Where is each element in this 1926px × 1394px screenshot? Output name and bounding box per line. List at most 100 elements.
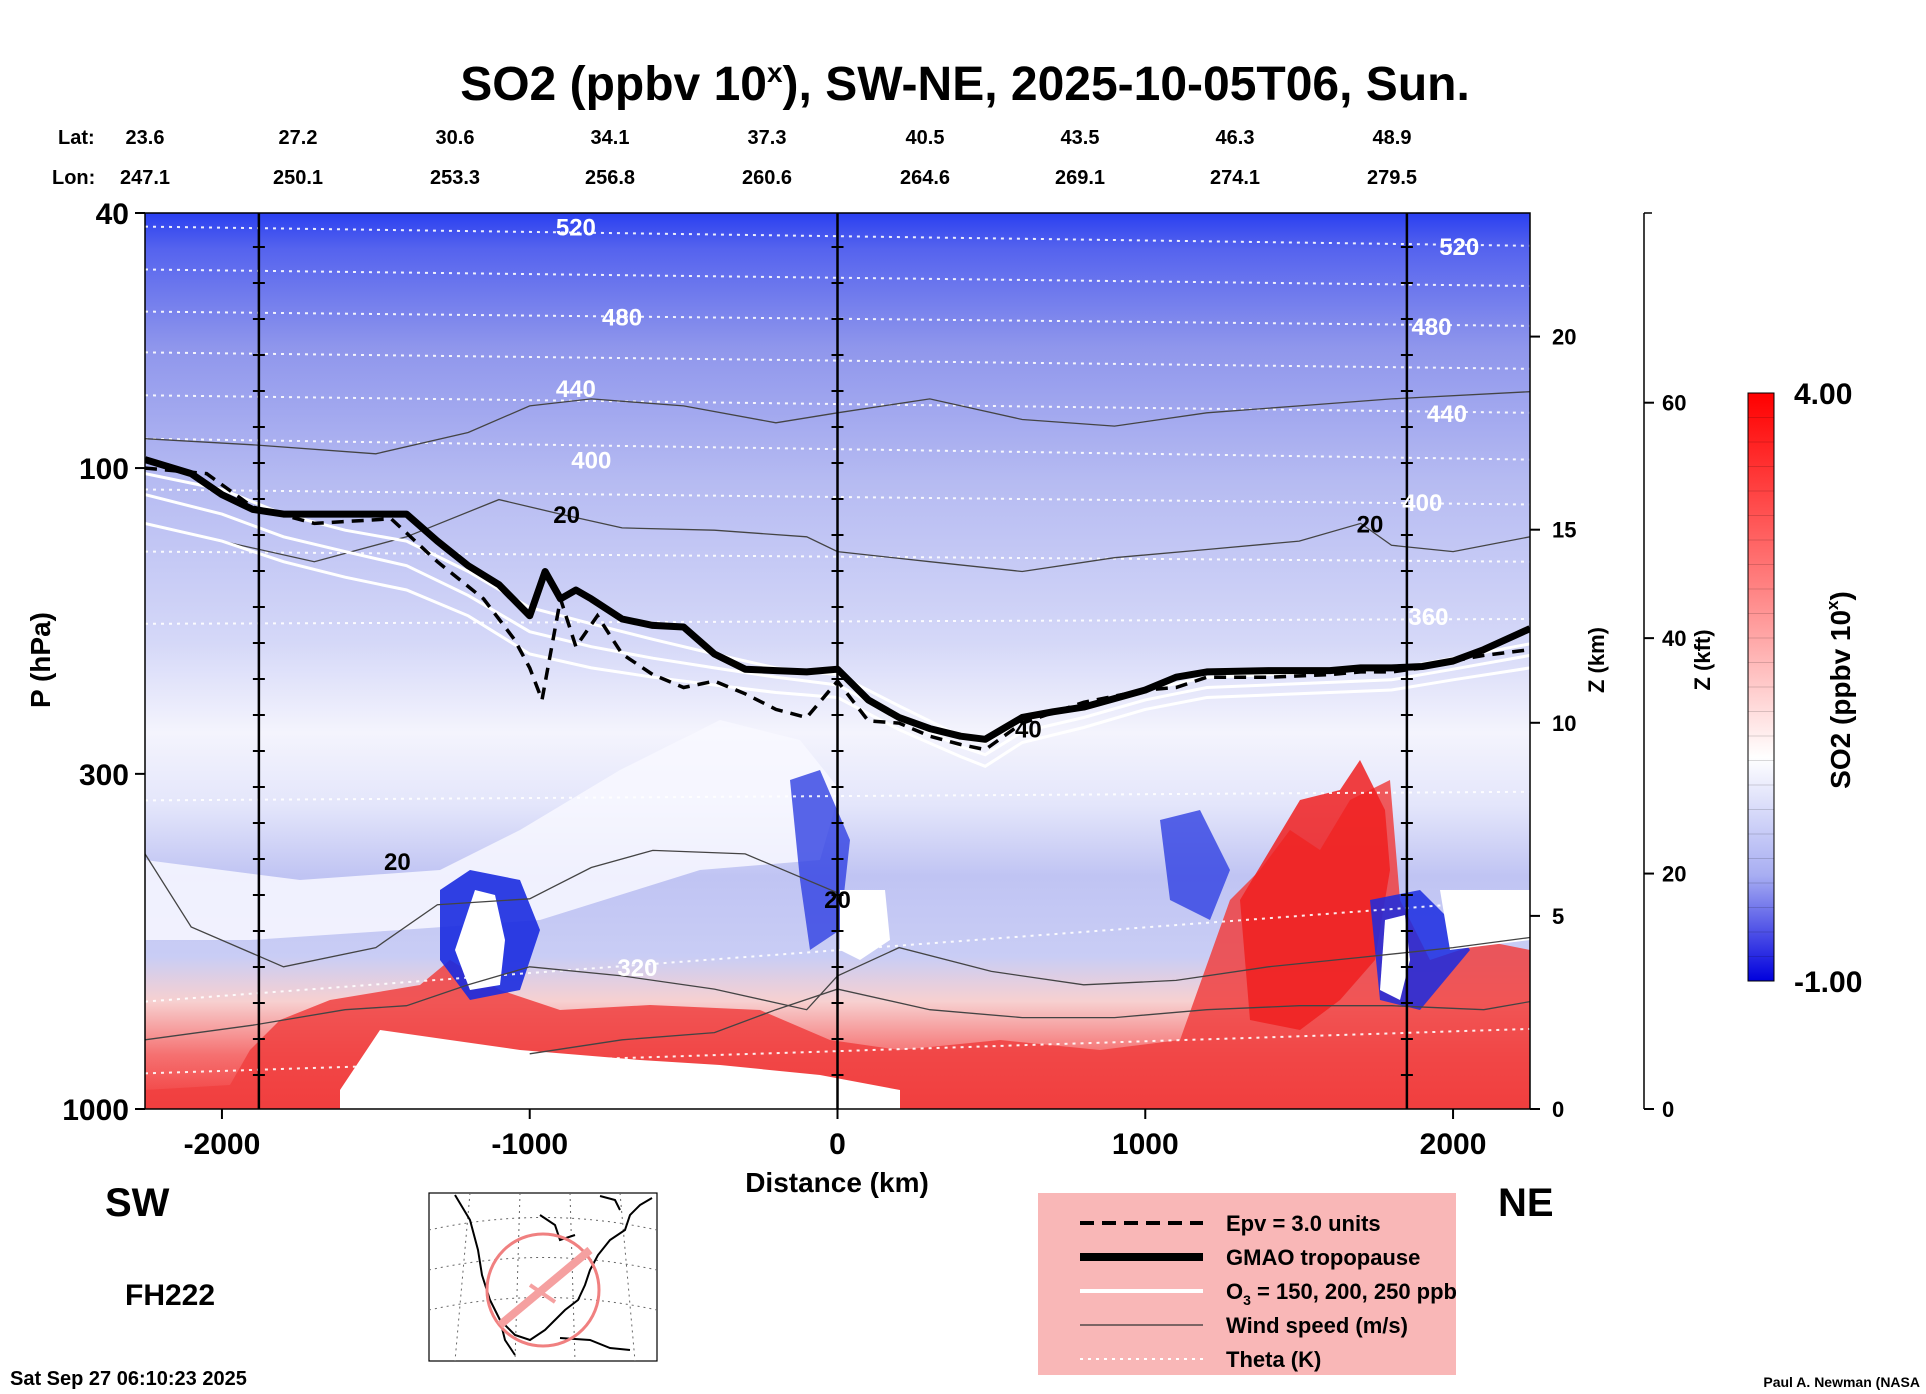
lat-value: 48.9: [1373, 127, 1412, 149]
x-tick-label: 2000: [1420, 1128, 1487, 1161]
z-km-tick-label: 5: [1552, 904, 1564, 929]
inset-map-domain-circle: [485, 1232, 601, 1348]
colorbar-max-label: 4.00: [1794, 378, 1852, 411]
inset-map-transect-line: [497, 1246, 593, 1329]
z-kft-axis-label: Z (kft): [1690, 629, 1715, 690]
lat-value: 37.3: [748, 127, 787, 149]
inset-map-transect-cross: [528, 1283, 557, 1304]
distance-axis: -2000 -1000 0 1000 2000: [184, 1109, 1487, 1161]
so2-white-patch-4: [1380, 915, 1410, 1000]
theta-label: 320: [617, 955, 657, 982]
location-inset-map: [428, 1192, 658, 1362]
lat-value: 34.1: [591, 127, 630, 149]
y-tick-label: 300: [79, 759, 129, 792]
ozone-line: [145, 521, 1530, 768]
wind-speed-contours: [145, 391, 1530, 1055]
legend-label-text: Epv = 3.0 units: [1226, 1211, 1381, 1236]
wind-speed-line: [145, 849, 838, 968]
wind-speed-line: [529, 988, 1530, 1055]
chart-title-suffix: ), SW-NE, 2025-10-05T06, Sun.: [783, 58, 1470, 111]
y-tick-label: 100: [79, 453, 129, 486]
theta-label: 400: [571, 448, 611, 475]
legend-label: GMAO tropopause: [1226, 1245, 1420, 1270]
wind-label: 40: [1015, 717, 1042, 744]
lon-value: 274.1: [1210, 167, 1260, 189]
x-axis-label: Distance (km): [745, 1167, 929, 1198]
z-kft-axis: 0 20 40 60: [1643, 212, 1686, 1122]
ne-end-label: NE: [1498, 1181, 1554, 1225]
forecast-hour: FH222: [125, 1279, 215, 1312]
sw-end-label: SW: [105, 1181, 170, 1225]
z-km-axis: 0 5 10 15 20: [1530, 325, 1576, 1122]
theta-label: 480: [602, 304, 642, 331]
theta-line: [145, 394, 1530, 414]
lon-value: 253.3: [430, 167, 480, 189]
z-kft-tick-label: 20: [1662, 862, 1686, 887]
legend-label: Wind speed (m/s): [1226, 1313, 1408, 1338]
wind-label: 20: [1357, 511, 1384, 538]
colorbar-ticks: [1748, 392, 1774, 982]
theta-label: 440: [1427, 401, 1467, 428]
so2-white-patch-3: [1440, 890, 1530, 950]
inset-map-coastline: [454, 1194, 653, 1356]
theta-label: 520: [1439, 234, 1479, 261]
theta-line: [145, 618, 1530, 625]
wind-label: 20: [824, 887, 851, 914]
lon-value: 247.1: [120, 167, 170, 189]
wind-label: 20: [384, 849, 411, 876]
legend-label: Epv = 3.0 units: [1226, 1211, 1381, 1236]
theta-contour-labels: 520 480 440 400 320 520 480 440 400 360: [556, 215, 1479, 982]
theta-contours: [145, 225, 1530, 1075]
theta-line: [145, 351, 1530, 370]
lat-value: 40.5: [906, 127, 945, 149]
legend-label: O3 = 150, 200, 250 ppb: [1226, 1279, 1457, 1308]
legend-label-text: Theta (K): [1226, 1347, 1321, 1372]
so2-white-patch-1: [455, 890, 505, 990]
theta-line: [145, 310, 1530, 327]
z-km-tick-label: 0: [1552, 1097, 1564, 1122]
so2-high-region-surface: [145, 780, 1530, 1109]
legend-items: Epv = 3.0 units GMAO tropopause O3 = 150, …: [1080, 1211, 1457, 1372]
legend: Epv = 3.0 units GMAO tropopause O3 = 150, …: [1038, 1193, 1457, 1375]
x-tick-label: 0: [829, 1128, 846, 1161]
so2-mid-white-band: [145, 720, 840, 940]
lon-value: 260.6: [742, 167, 792, 189]
tropopause-line: [145, 456, 1530, 743]
legend-label-text: O: [1226, 1279, 1243, 1304]
y-tick-label: 40: [96, 198, 129, 231]
so2-high-region-ne: [1240, 760, 1390, 1030]
lon-value: 250.1: [273, 167, 323, 189]
timestamp: Sat Sep 27 06:10:23 2025: [10, 1368, 247, 1390]
chart-title: SO2 (ppbv 10x), SW-NE, 2025-10-05T06, Su…: [460, 57, 1470, 111]
legend-label-rest: = 150, 200, 250 ppb: [1251, 1279, 1457, 1304]
wind-speed-line: [145, 936, 1530, 1041]
ozone-line: [145, 472, 1530, 745]
theta-line: [145, 488, 1530, 506]
wind-label: 20: [553, 502, 580, 529]
wind-contour-labels: 20 20 20 40 20: [384, 502, 1383, 914]
so2-surface-white-gap: [340, 1030, 900, 1109]
lat-value: 30.6: [436, 127, 475, 149]
pressure-axis: 40 100 300 1000: [62, 198, 145, 1127]
legend-label-subscript: 3: [1243, 1292, 1251, 1308]
x-tick-label: -2000: [184, 1128, 261, 1161]
theta-label: 480: [1411, 314, 1451, 341]
z-kft-tick-label: 0: [1662, 1097, 1674, 1122]
lat-value: 23.6: [126, 127, 165, 149]
lon-value: 279.5: [1367, 167, 1417, 189]
gmao-tropopause: [145, 456, 1530, 743]
colorbar-label-suffix: ): [1825, 591, 1856, 600]
theta-line: [145, 437, 1530, 461]
legend-label: Theta (K): [1226, 1347, 1321, 1372]
colorbar: [1747, 392, 1775, 982]
lat-lon-labels: 23.6 27.2 30.6 34.1 37.3 40.5 43.5 46.3 48.9 247.…: [120, 127, 1417, 189]
so2-white-patch-2: [840, 890, 890, 960]
chart-title-main: SO2 (ppbv 10: [460, 58, 767, 111]
z-kft-tick-label: 60: [1662, 391, 1686, 416]
colorbar-label-main: SO2 (ppbv 10: [1825, 610, 1856, 789]
so2-low-blob-2: [790, 770, 850, 950]
colorbar-min-label: -1.00: [1794, 966, 1862, 999]
x-tick-label: -1000: [491, 1128, 568, 1161]
